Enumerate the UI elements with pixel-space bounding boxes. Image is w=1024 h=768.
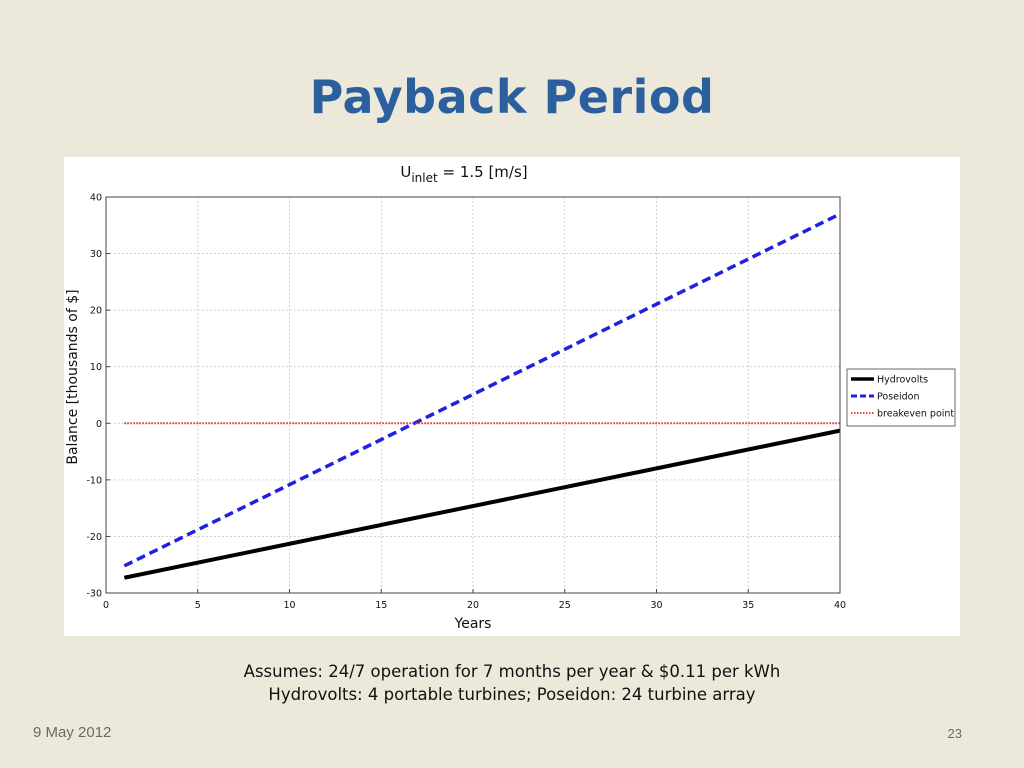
legend-label: Poseidon (877, 392, 920, 403)
caption: Assumes: 24/7 operation for 7 months per… (0, 660, 1024, 706)
series-lines (123, 212, 841, 580)
y-tick-label: -10 (86, 475, 102, 486)
tick-labels: 0 5 10 15 20 25 30 35 40 -30 -20 -10 0 10 20 30 40 (86, 193, 846, 612)
x-tick-label: 0 (103, 600, 109, 611)
legend: Hydrovolts Poseidon breakeven point (846, 368, 956, 427)
x-tick-label: 40 (834, 600, 846, 611)
x-tick-label: 30 (650, 600, 662, 611)
page-number: 23 (947, 726, 962, 741)
chart-title-subscript: inlet (411, 171, 438, 185)
grid-lines (106, 197, 840, 593)
y-tick-label: -20 (86, 532, 102, 543)
plot-panel: 0 5 10 15 20 25 30 35 40 -30 -20 -10 0 10 20 30 40 Uinle… (64, 157, 960, 636)
series-line-hydrovolts (123, 428, 841, 580)
legend-label: breakeven point (877, 409, 954, 420)
footer-date: 9 May 2012 (33, 724, 112, 741)
legend-label: Hydrovolts (877, 375, 928, 386)
caption-line-1: Assumes: 24/7 operation for 7 months per… (243, 662, 781, 681)
y-tick-label: -30 (86, 589, 102, 600)
y-tick-label: 0 (96, 419, 102, 430)
x-tick-label: 25 (559, 600, 571, 611)
x-tick-label: 15 (375, 600, 387, 611)
x-tick-label: 5 (195, 600, 201, 611)
y-axis-label: Balance [thousands of $] (65, 289, 81, 464)
y-tick-label: 10 (90, 362, 102, 373)
x-tick-label: 10 (283, 600, 295, 611)
caption-line-2: Hydrovolts: 4 portable turbines; Poseido… (268, 685, 756, 704)
y-tick-label: 40 (90, 193, 102, 204)
x-tick-label: 35 (742, 600, 754, 611)
y-tick-label: 20 (90, 306, 102, 317)
series-line-poseidon (123, 212, 841, 568)
chart-title-main: U (400, 163, 411, 181)
x-axis-label: Years (454, 616, 492, 632)
chart-title: Uinlet = 1.5 [m/s] (400, 163, 527, 185)
line-chart: 0 5 10 15 20 25 30 35 40 -30 -20 -10 0 10 20 30 40 Uinle… (65, 163, 956, 632)
y-tick-label: 30 (90, 249, 102, 260)
slide-title: Payback Period (309, 70, 715, 124)
x-tick-label: 20 (467, 600, 479, 611)
chart-title-rest: = 1.5 [m/s] (438, 163, 528, 181)
